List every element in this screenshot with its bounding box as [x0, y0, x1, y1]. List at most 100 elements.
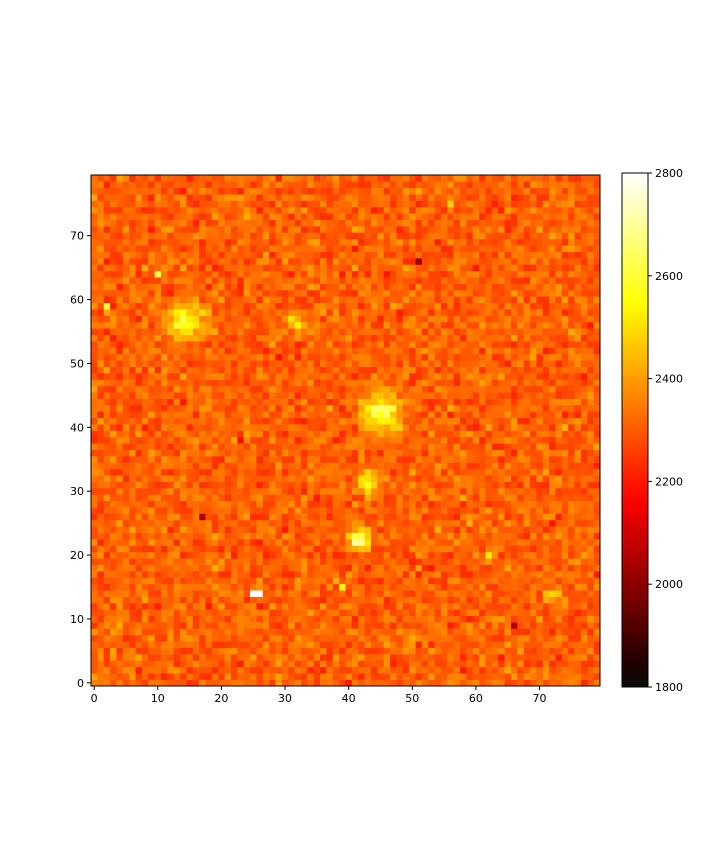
heatmap-cell [141, 443, 149, 450]
heatmap-cell [186, 494, 194, 502]
heatmap-cell [332, 494, 340, 502]
heatmap-cell [313, 494, 321, 502]
heatmap-cell [568, 341, 575, 348]
heatmap-cell [561, 373, 569, 380]
heatmap-cell [460, 289, 467, 297]
heatmap-cell [390, 628, 397, 636]
heatmap-cell [370, 532, 378, 540]
heatmap-cell [587, 302, 594, 310]
heatmap-cell [160, 487, 168, 495]
heatmap-cell [269, 596, 276, 604]
heatmap-cell [307, 564, 314, 572]
heatmap-cell [491, 398, 499, 406]
heatmap-cell [555, 634, 563, 642]
heatmap-cell [91, 360, 98, 367]
heatmap-cell [173, 353, 181, 361]
heatmap-cell [205, 462, 213, 470]
heatmap-cell [199, 417, 206, 425]
heatmap-cell [536, 679, 544, 687]
heatmap-cell [377, 341, 384, 348]
heatmap-cell [186, 679, 194, 687]
heatmap-cell [167, 392, 175, 399]
heatmap-cell [237, 373, 244, 380]
heatmap-cell [453, 392, 461, 399]
heatmap-cell [491, 507, 499, 514]
heatmap-cell [339, 411, 346, 419]
heatmap-cell [440, 430, 448, 438]
heatmap-cell [211, 347, 219, 355]
heatmap-cell [224, 449, 232, 457]
heatmap-cell [332, 373, 340, 380]
heatmap-cell [409, 462, 416, 470]
heatmap-cell [135, 309, 143, 316]
heatmap-cell [517, 449, 524, 457]
heatmap-cell [561, 379, 569, 387]
heatmap-cell [472, 500, 480, 508]
heatmap-cell [580, 615, 588, 623]
heatmap-cell [97, 456, 105, 463]
heatmap-cell [288, 596, 295, 604]
heatmap-cell [300, 660, 308, 668]
heatmap-cell [186, 360, 194, 367]
heatmap-cell [205, 622, 213, 629]
heatmap-cell [555, 392, 563, 399]
heatmap-cell [510, 615, 518, 623]
heatmap-cell [332, 571, 340, 578]
heatmap-cell [256, 404, 264, 412]
heatmap-cell [173, 615, 181, 623]
heatmap-cell [517, 551, 524, 559]
heatmap-cell [555, 622, 563, 629]
heatmap-cell [332, 622, 340, 629]
heatmap-cell [428, 634, 435, 642]
heatmap-cell [434, 321, 442, 329]
heatmap-cell [262, 539, 270, 546]
heatmap-cell [141, 577, 149, 585]
heatmap-cell [148, 500, 155, 508]
heatmap-cell [224, 296, 232, 304]
heatmap-cell [542, 660, 550, 668]
heatmap-cell [377, 532, 384, 540]
heatmap-cell [243, 347, 251, 355]
heatmap-cell [485, 679, 493, 687]
heatmap-cell [428, 481, 435, 489]
heatmap-cell [122, 660, 130, 668]
heatmap-cell [396, 449, 404, 457]
heatmap-cell [135, 328, 143, 335]
heatmap-cell [110, 404, 117, 412]
heatmap-cell [517, 526, 524, 533]
heatmap-cell [587, 583, 594, 591]
heatmap-cell [97, 494, 105, 502]
heatmap-cell [364, 539, 372, 546]
heatmap-cell [205, 334, 213, 342]
heatmap-cell [288, 373, 295, 380]
heatmap-cell [377, 526, 384, 533]
heatmap-cell [326, 289, 334, 297]
heatmap-cell [281, 468, 289, 476]
heatmap-cell [205, 379, 213, 387]
heatmap-cell [409, 436, 416, 444]
heatmap-cell [275, 341, 283, 348]
heatmap-cell [313, 315, 321, 323]
heatmap-cell [230, 571, 238, 578]
heatmap-cell [466, 302, 474, 310]
heatmap-cell [97, 507, 105, 514]
heatmap-cell [479, 341, 486, 348]
heatmap-cell [530, 321, 537, 329]
heatmap-cell [415, 417, 423, 425]
heatmap-cell [479, 666, 486, 674]
heatmap-cell [199, 315, 206, 323]
heatmap-cell [447, 641, 454, 648]
heatmap-cell [498, 334, 505, 342]
heatmap-cell [110, 462, 117, 470]
heatmap-cell [409, 666, 416, 674]
heatmap-cell [141, 436, 149, 444]
heatmap-cell [364, 596, 372, 604]
heatmap-cell [313, 436, 321, 444]
heatmap-cell [593, 634, 601, 642]
heatmap-cell [211, 551, 219, 559]
heatmap-cell [180, 679, 187, 687]
heatmap-cell [587, 634, 594, 642]
heatmap-cell [396, 571, 404, 578]
heatmap-cell [402, 309, 410, 316]
heatmap-cell [593, 539, 601, 546]
